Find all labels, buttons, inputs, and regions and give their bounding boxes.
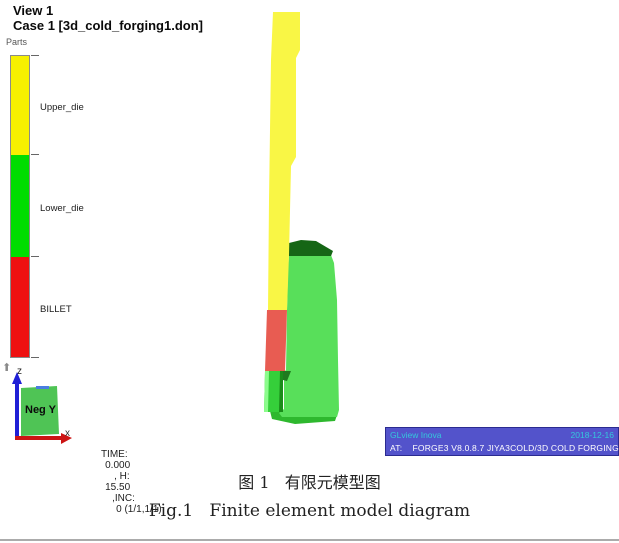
inc-value: 0 (1/1,1/1) — [116, 504, 162, 515]
banner-date: 2018-12-16 — [570, 430, 614, 440]
neg-y-cube — [21, 386, 59, 436]
x-axis-label: x — [65, 428, 70, 439]
billet-shape — [265, 310, 287, 371]
legend-label-upper-die: Upper_die — [40, 102, 84, 113]
view-title: View 1 — [13, 3, 54, 18]
legend-swatch-lower-die — [11, 155, 29, 257]
case-title: Case 1 [3d_cold_forging1.don] — [13, 18, 203, 33]
cube-top-edge — [36, 386, 49, 389]
neg-y-cube-label: Neg Y — [25, 404, 56, 416]
z-axis-line — [15, 382, 19, 438]
h-value: 15.50 — [105, 482, 131, 493]
time-value: 0.000 — [105, 460, 131, 471]
legend-swatch-billet — [11, 257, 29, 357]
time-label: TIME: — [100, 449, 128, 460]
billet-block-edge — [279, 371, 283, 412]
lower-die-shape — [279, 255, 339, 417]
viewer-header: View 1 Case 1 [3d_cold_forging1.don] — [13, 3, 203, 33]
inc-label: ,INC: — [112, 493, 135, 504]
legend-swatch-upper-die — [11, 56, 29, 155]
up-arrow-icon: ⬆ — [2, 362, 12, 374]
h-label: , H: — [114, 471, 130, 482]
caption-en: Fig.1 Finite element model diagram — [148, 501, 471, 521]
legend-tick — [31, 357, 39, 358]
legend-label-lower-die: Lower_die — [40, 203, 84, 214]
legend-tick — [31, 55, 39, 56]
banner-at-line: AT: FORGE3 V8.0.8.7 JIYA3COLD/3D COLD FO… — [390, 443, 619, 453]
legend-colorbar — [10, 55, 30, 358]
bottom-divider — [0, 539, 619, 541]
legend-label-billet: BILLET — [40, 304, 72, 315]
legend-tick — [31, 154, 39, 155]
shadow-notch — [283, 371, 291, 381]
legend-tick — [31, 256, 39, 257]
triad-viewport — [12, 372, 72, 444]
legend-title: Parts — [6, 37, 28, 47]
billet-block-highlight — [264, 371, 269, 412]
software-banner: GLview Inova 2018-12-16 AT: FORGE3 V8.0.… — [385, 427, 619, 456]
z-axis-arrowhead — [12, 372, 22, 384]
caption-zh: 图 1 有限元模型图 — [238, 473, 381, 492]
x-axis-line — [15, 436, 62, 440]
x-axis-arrowhead — [61, 433, 72, 444]
upper-die-shape — [268, 12, 300, 310]
app-name: GLview Inova — [390, 430, 442, 440]
lower-die-top-face — [289, 240, 333, 256]
status-line: TIME: 0.000 , H: 15.50 ,INC: 0 (1/1,1/1) — [90, 438, 162, 526]
z-axis-label: z — [17, 366, 22, 377]
